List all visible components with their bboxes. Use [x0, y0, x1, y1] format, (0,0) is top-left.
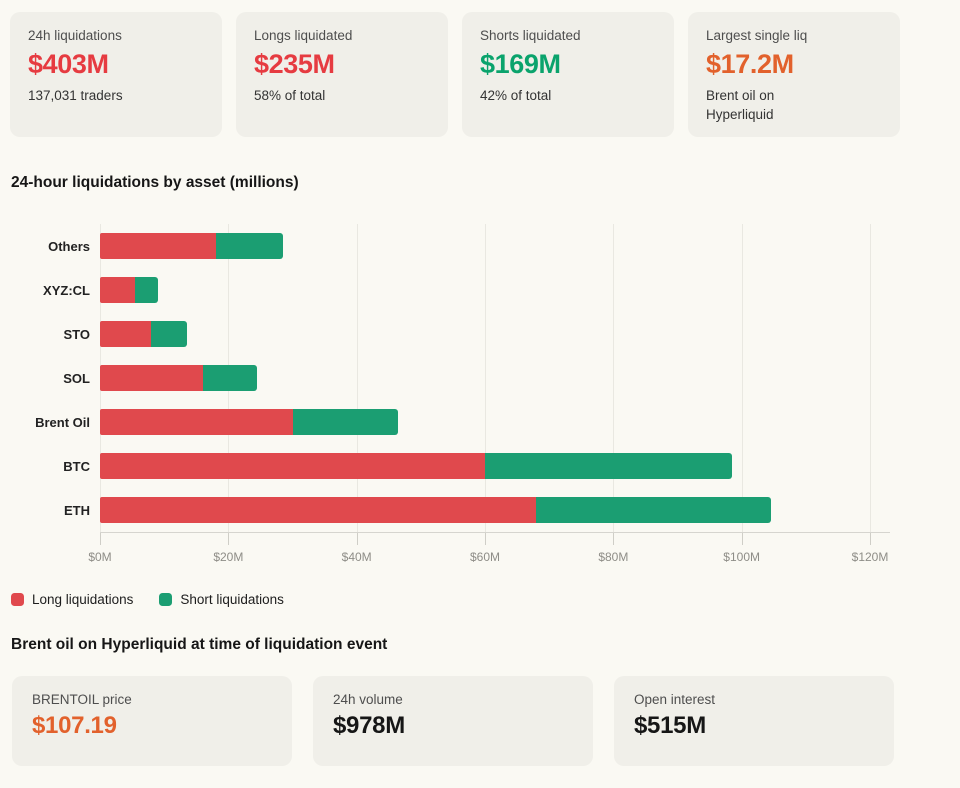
x-axis-tick: [870, 533, 871, 545]
long-liquidations-bar-segment: [100, 497, 537, 523]
x-axis-tick: [613, 533, 615, 545]
short-liquidations-bar-segment: [202, 365, 258, 391]
bar-track: [100, 497, 890, 523]
brent-section-title: Brent oil on Hyperliquid at time of liqu…: [11, 636, 388, 653]
stat-sub: 58% of total: [254, 87, 326, 103]
long-liquidations-bar-segment: [100, 365, 203, 391]
short-liquidations-bar-segment: [135, 277, 158, 303]
y-axis-label: XYZ:CL: [43, 282, 90, 298]
short-liquidations-bar-segment: [215, 233, 283, 259]
bar-track: [100, 365, 890, 391]
bar-track: [100, 409, 890, 435]
stat-card-24h-liquidations: 24h liquidations $403M 137,031 traders: [10, 12, 222, 137]
brent-stats-row: BRENTOIL price $107.19 24h volume $978M …: [0, 654, 960, 766]
y-axis-label: STO: [63, 326, 91, 342]
x-axis-tick: [485, 533, 486, 545]
chart-x-axis: $0M $20M $40M $60M $80M $100M $120M: [88, 532, 890, 566]
chart-rows: Others XYZ:CL STO SOL Brent Oil BTC ETH: [11, 224, 890, 532]
top-stats-row: 24h liquidations $403M 137,031 traders L…: [0, 0, 960, 137]
stat-value: $17.2M: [706, 48, 794, 79]
chart-row-btc: BTC: [11, 444, 890, 488]
liquidations-bar-chart: Others XYZ:CL STO SOL Brent Oil BTC ETH $0M $20…: [11, 224, 960, 566]
legend-swatch-icon: [11, 593, 24, 606]
x-axis-tick: [100, 533, 101, 545]
long-liquidations-bar-segment: [100, 409, 293, 435]
x-axis-tick-label: $20M: [213, 550, 244, 564]
stat-card-24h-volume: 24h volume $978M: [313, 676, 593, 766]
stat-value: $169M: [480, 48, 561, 79]
y-axis-label: Brent Oil: [35, 414, 90, 430]
bar-track: [100, 233, 890, 259]
x-axis-tick: [741, 533, 743, 545]
legend-item-long-liquidations: Long liquidations: [11, 592, 133, 607]
x-axis-tick: [228, 533, 230, 545]
stat-label: Longs liquidated: [254, 28, 353, 43]
stat-label: 24h liquidations: [28, 28, 122, 43]
short-liquidations-bar-segment: [151, 321, 187, 347]
stat-card-longs-liquidated: Longs liquidated $235M 58% of total: [236, 12, 448, 137]
short-liquidations-bar-segment: [292, 409, 399, 435]
y-axis-label: BTC: [63, 458, 90, 474]
chart-title: 24-hour liquidations by asset (millions): [11, 174, 299, 191]
x-axis-tick-label: $100M: [723, 550, 761, 564]
x-axis-tick-label: $60M: [469, 550, 501, 564]
x-axis-tick-label: $80M: [598, 550, 629, 564]
stat-sub: 137,031 traders: [28, 87, 123, 103]
long-liquidations-bar-segment: [100, 277, 136, 303]
chart-row-others: Others: [11, 224, 890, 268]
legend-label: Short liquidations: [180, 592, 284, 607]
stat-label: Largest single liq: [706, 28, 808, 43]
bar-track: [100, 277, 890, 303]
liquidations-dashboard: 24h liquidations $403M 137,031 traders L…: [0, 0, 960, 766]
stat-label: BRENTOIL price: [32, 692, 132, 707]
stat-sub: Brent oil on Hyperliquid: [706, 87, 775, 123]
x-axis-tick-label: $120M: [851, 550, 889, 564]
chart-row-xyz-cl: XYZ:CL: [11, 268, 890, 312]
stat-card-shorts-liquidated: Shorts liquidated $169M 42% of total: [462, 12, 674, 137]
stat-label: Open interest: [634, 692, 716, 707]
stat-value: $107.19: [32, 712, 117, 739]
short-liquidations-bar-segment: [485, 453, 733, 479]
stat-value: $403M: [28, 48, 109, 79]
chart-row-sto: STO: [11, 312, 890, 356]
y-axis-label: SOL: [63, 370, 90, 386]
y-axis-label: ETH: [64, 502, 90, 518]
bar-track: [100, 453, 890, 479]
stat-value: $515M: [634, 712, 706, 739]
stat-label: 24h volume: [333, 692, 403, 707]
bar-track: [100, 321, 890, 347]
stat-value: $235M: [254, 48, 335, 79]
stat-card-brentoil-price: BRENTOIL price $107.19: [12, 676, 292, 766]
chart-legend: Long liquidations Short liquidations: [11, 592, 960, 607]
long-liquidations-bar-segment: [100, 453, 485, 479]
stat-card-open-interest: Open interest $515M: [614, 676, 894, 766]
chart-row-brent-oil: Brent Oil: [11, 400, 890, 444]
stat-label: Shorts liquidated: [480, 28, 581, 43]
y-axis-label: Others: [48, 238, 90, 254]
x-axis-tick-label: $0M: [88, 550, 112, 564]
stat-sub: 42% of total: [480, 87, 552, 103]
x-axis-tick: [356, 533, 358, 545]
legend-swatch-icon: [159, 593, 173, 606]
legend-label: Long liquidations: [32, 592, 134, 607]
long-liquidations-bar-segment: [100, 233, 216, 259]
chart-row-sol: SOL: [11, 356, 890, 400]
stat-value: $978M: [333, 712, 405, 739]
x-axis-tick-label: $40M: [341, 550, 372, 564]
long-liquidations-bar-segment: [100, 321, 152, 347]
short-liquidations-bar-segment: [536, 497, 771, 523]
chart-row-eth: ETH: [11, 488, 890, 532]
legend-item-short-liquidations: Short liquidations: [159, 592, 284, 607]
stat-card-largest-single-liq: Largest single liq $17.2M Brent oil on H…: [688, 12, 900, 137]
